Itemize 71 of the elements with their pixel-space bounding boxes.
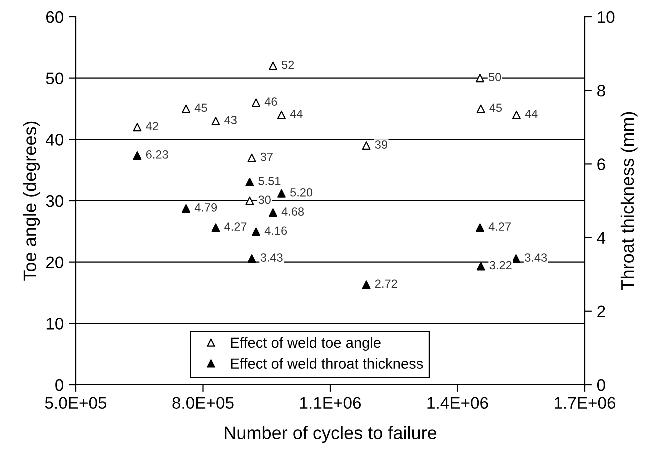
y-tick-label: 50 bbox=[46, 72, 64, 85]
point bbox=[476, 224, 484, 232]
data-label: 3.43 bbox=[525, 254, 548, 262]
x-tick-label: 5.0E+05 bbox=[45, 397, 107, 410]
data-label: 5.20 bbox=[290, 188, 313, 197]
x-tick-label: 1.1E+06 bbox=[300, 397, 362, 410]
y2-tick-label: 10 bbox=[598, 11, 615, 24]
point bbox=[248, 254, 256, 264]
data-label: 44 bbox=[290, 110, 303, 118]
y2-tick-label: 0 bbox=[597, 379, 606, 392]
data-label: 45 bbox=[490, 104, 502, 112]
y-tick-label: 10 bbox=[46, 318, 64, 330]
data-label: 3.22 bbox=[490, 261, 512, 270]
point bbox=[246, 196, 254, 206]
data-label: 39 bbox=[375, 140, 388, 149]
data-label: 4.79 bbox=[194, 204, 218, 212]
point bbox=[512, 110, 521, 120]
point bbox=[248, 154, 256, 162]
point bbox=[212, 224, 220, 232]
data-label: 37 bbox=[260, 152, 273, 162]
data-label: 4.16 bbox=[264, 226, 288, 236]
data-label: 4.68 bbox=[282, 208, 304, 216]
point bbox=[476, 262, 486, 271]
y-tick-label: 60 bbox=[46, 11, 64, 24]
y2-tick-label: 4 bbox=[597, 232, 606, 244]
data-label: 42 bbox=[146, 122, 158, 130]
data-label: 2.72 bbox=[375, 280, 398, 288]
point bbox=[252, 228, 260, 236]
data-label: 46 bbox=[264, 98, 278, 106]
x-tick-label: 1.7E+06 bbox=[554, 397, 616, 410]
point bbox=[362, 280, 371, 290]
point bbox=[212, 117, 220, 126]
x-tick-label: 1.4E+06 bbox=[428, 397, 488, 410]
point bbox=[476, 104, 486, 114]
y-tick-label: 40 bbox=[46, 134, 64, 146]
data-label: 6.23 bbox=[146, 150, 168, 159]
data-label: 44 bbox=[525, 110, 538, 118]
y-tick-label: 20 bbox=[46, 256, 64, 269]
data-label: 45 bbox=[194, 104, 208, 112]
data-label: 3.43 bbox=[260, 254, 283, 262]
y2-tick-label: 6 bbox=[598, 158, 606, 170]
point bbox=[246, 178, 254, 186]
point bbox=[277, 110, 286, 120]
data-label: 30 bbox=[258, 196, 271, 204]
point bbox=[182, 104, 191, 114]
point bbox=[252, 98, 260, 108]
point bbox=[269, 208, 278, 218]
point bbox=[362, 142, 371, 150]
data-label: 52 bbox=[282, 60, 294, 70]
x-tick-label: 8.0E+05 bbox=[172, 397, 234, 410]
y-tick-label: 0 bbox=[56, 379, 64, 392]
data-label: 43 bbox=[224, 116, 237, 124]
point bbox=[133, 123, 142, 132]
legend-label: Effect of weld toe angle bbox=[231, 337, 381, 351]
point bbox=[512, 254, 521, 264]
y-axis-title: Toe angle (degrees) bbox=[23, 122, 40, 281]
x-axis-title: Number of cycles to failure bbox=[225, 426, 437, 444]
y2-axis-title: Throat thickness (mm) bbox=[620, 112, 638, 290]
data-label: 5.51 bbox=[258, 177, 281, 186]
point bbox=[133, 152, 142, 160]
y2-tick-label: 2 bbox=[598, 306, 606, 318]
data-label: 50 bbox=[489, 73, 502, 82]
point bbox=[182, 204, 191, 213]
y2-tick-label: 8 bbox=[598, 85, 606, 97]
data-label: 4.27 bbox=[488, 222, 511, 231]
y-tick-label: 30 bbox=[46, 195, 64, 208]
point bbox=[476, 74, 484, 83]
data-label: 4.27 bbox=[224, 222, 247, 231]
point bbox=[277, 189, 286, 198]
legend-label: Effect of weld throat thickness bbox=[231, 358, 424, 369]
point bbox=[269, 62, 278, 70]
